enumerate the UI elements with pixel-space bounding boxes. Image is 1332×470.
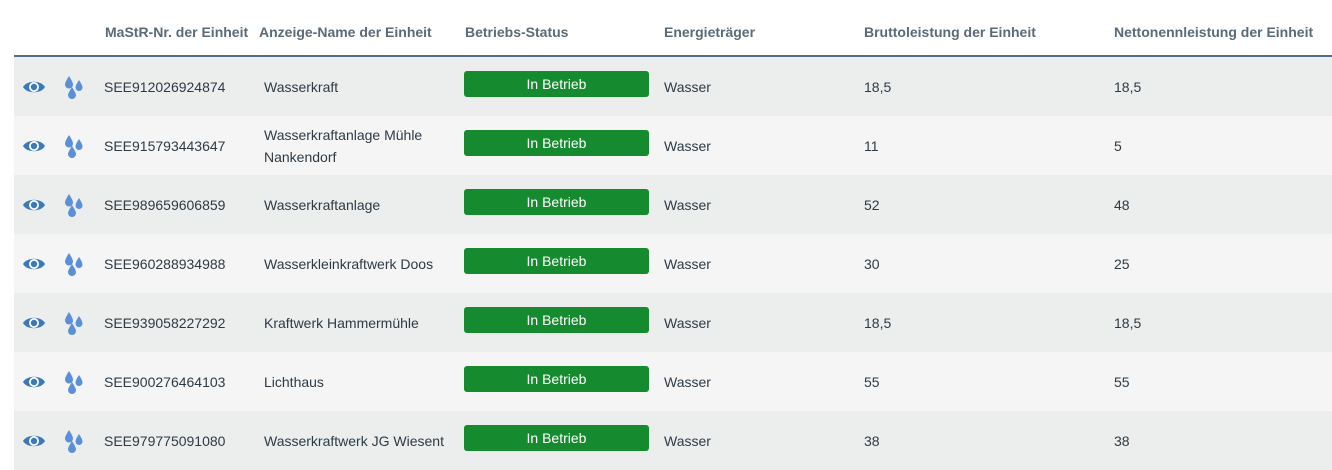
table-row: SEE915793443647 Wasserkraftanlage Mühle …: [14, 116, 1332, 175]
water-drops-icon: [63, 293, 85, 352]
water-drops-icon: [63, 411, 85, 470]
cell-net-power: 18,5: [1114, 78, 1142, 95]
cell-energy: Wasser: [664, 432, 711, 449]
cell-name: Wasserkraftanlage: [264, 196, 381, 213]
header-status[interactable]: Betriebs-Status: [465, 24, 569, 40]
status-cell: In Betrieb: [464, 234, 649, 293]
water-drops-icon: [63, 57, 85, 116]
cell-mastr-nr[interactable]: SEE915793443647: [104, 137, 226, 154]
header-net-power[interactable]: Nettonennleistung der Einheit: [1114, 24, 1314, 40]
cell-name: Kraftwerk Hammermühle: [264, 314, 419, 331]
status-badge: In Betrieb: [464, 306, 649, 333]
table-row: SEE989659606859 Wasserkraftanlage In Bet…: [14, 175, 1332, 234]
status-cell: In Betrieb: [464, 352, 649, 411]
status-cell: In Betrieb: [464, 411, 649, 470]
cell-energy: Wasser: [664, 373, 711, 390]
table-body: SEE912026924874 Wasserkraft In Betrieb W…: [14, 57, 1332, 470]
cell-name: Wasserkleinkraftwerk Doos: [264, 255, 434, 272]
cell-net-power: 48: [1114, 196, 1130, 213]
cell-net-power: 55: [1114, 373, 1130, 390]
cell-mastr-nr[interactable]: SEE989659606859: [104, 196, 226, 213]
cell-gross-power: 11: [864, 137, 879, 154]
cell-mastr-nr[interactable]: SEE939058227292: [104, 314, 226, 331]
cell-name: Wasserkraftanlage Mühle Nankendorf: [264, 126, 423, 165]
status-badge: In Betrieb: [464, 188, 649, 215]
cell-name: Wasserkraft: [264, 78, 339, 95]
eye-icon[interactable]: [22, 116, 46, 175]
status-cell: In Betrieb: [464, 116, 649, 175]
cell-energy: Wasser: [664, 314, 711, 331]
status-cell: In Betrieb: [464, 293, 649, 352]
cell-name: Lichthaus: [264, 373, 324, 390]
table-row: SEE912026924874 Wasserkraft In Betrieb W…: [14, 57, 1332, 116]
status-badge: In Betrieb: [464, 424, 649, 451]
status-badge: In Betrieb: [464, 247, 649, 274]
cell-mastr-nr[interactable]: SEE979775091080: [104, 432, 226, 449]
eye-icon[interactable]: [22, 175, 46, 234]
status-cell: In Betrieb: [464, 175, 649, 234]
header-name[interactable]: Anzeige-Name der Einheit: [259, 24, 432, 40]
cell-gross-power: 30: [864, 255, 880, 272]
water-drops-icon: [63, 352, 85, 411]
eye-icon[interactable]: [22, 57, 46, 116]
cell-mastr-nr[interactable]: SEE912026924874: [104, 78, 226, 95]
cell-net-power: 25: [1114, 255, 1130, 272]
status-badge: In Betrieb: [464, 70, 649, 97]
status-badge: In Betrieb: [464, 365, 649, 392]
table-row: SEE900276464103 Lichthaus In Betrieb Was…: [14, 352, 1332, 411]
header-energy[interactable]: Energieträger: [664, 24, 756, 40]
table-row: SEE960288934988 Wasserkleinkraftwerk Doo…: [14, 234, 1332, 293]
cell-gross-power: 18,5: [864, 78, 892, 95]
table-row: SEE979775091080 Wasserkraftwerk JG Wiese…: [14, 411, 1332, 470]
cell-mastr-nr[interactable]: SEE900276464103: [104, 373, 226, 390]
header-gross-power[interactable]: Bruttoleistung der Einheit: [864, 24, 1036, 40]
eye-icon[interactable]: [22, 411, 46, 470]
cell-energy: Wasser: [664, 137, 711, 154]
cell-mastr-nr[interactable]: SEE960288934988: [104, 255, 226, 272]
cell-energy: Wasser: [664, 78, 711, 95]
eye-icon[interactable]: [22, 352, 46, 411]
water-drops-icon: [63, 175, 85, 234]
cell-gross-power: 18,5: [864, 314, 892, 331]
cell-energy: Wasser: [664, 196, 711, 213]
cell-name: Wasserkraftwerk JG Wiesent: [264, 432, 444, 449]
status-cell: In Betrieb: [464, 57, 649, 116]
status-badge: In Betrieb: [464, 129, 649, 156]
cell-gross-power: 38: [864, 432, 880, 449]
water-drops-icon: [63, 234, 85, 293]
cell-net-power: 5: [1114, 137, 1122, 154]
table-header: MaStR-Nr. der Einheit Anzeige-Name der E…: [14, 0, 1332, 57]
cell-energy: Wasser: [664, 255, 711, 272]
cell-gross-power: 52: [864, 196, 880, 213]
water-drops-icon: [63, 116, 85, 175]
eye-icon[interactable]: [22, 293, 46, 352]
cell-net-power: 18,5: [1114, 314, 1142, 331]
header-mastr-nr[interactable]: MaStR-Nr. der Einheit: [105, 24, 249, 40]
units-table: MaStR-Nr. der Einheit Anzeige-Name der E…: [14, 0, 1332, 470]
eye-icon[interactable]: [22, 234, 46, 293]
cell-net-power: 38: [1114, 432, 1130, 449]
table-row: SEE939058227292 Kraftwerk Hammermühle In…: [14, 293, 1332, 352]
cell-gross-power: 55: [864, 373, 880, 390]
